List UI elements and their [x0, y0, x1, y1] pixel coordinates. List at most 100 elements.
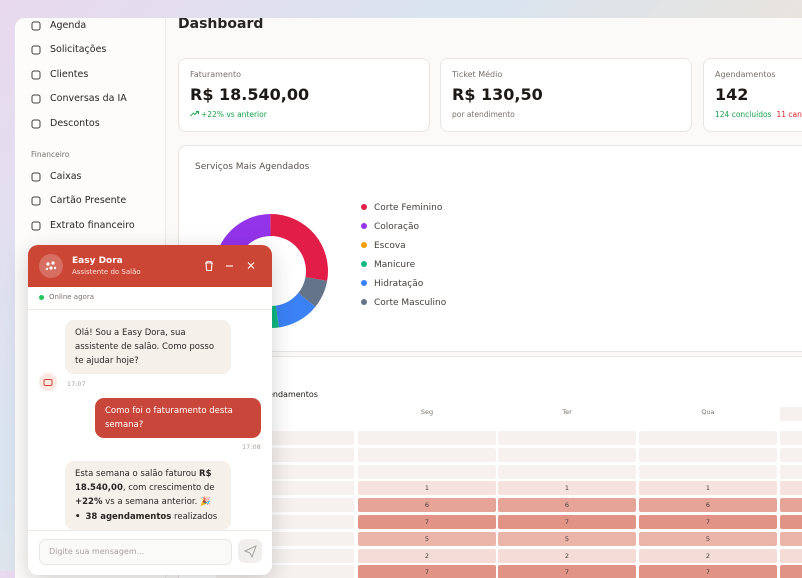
legend-dot	[361, 242, 367, 248]
stat-card: Ticket Médio R$ 130,50 por atendimento	[440, 58, 692, 132]
donut-segment	[275, 292, 316, 328]
menu-icon	[31, 172, 41, 182]
trend-icon	[190, 111, 199, 117]
message-text: vs a semana anterior. 🎉	[102, 497, 211, 507]
heat-cell	[498, 447, 636, 462]
card-note-text: +22% vs anterior	[201, 110, 267, 119]
schedule-title: agendamentos	[258, 390, 318, 399]
heat-cell	[780, 515, 802, 529]
heat-cell	[639, 464, 777, 479]
bot-message: Olá! Sou a Easy Dora, sua assistente de …	[65, 320, 231, 374]
legend-label: Hidratação	[374, 279, 424, 289]
chat-input[interactable]: Digite sua mensagem...	[39, 539, 232, 565]
heat-cell: 5	[498, 531, 636, 546]
donut-segment	[298, 277, 328, 307]
avatar-icon	[45, 261, 57, 271]
icon-shape	[31, 172, 41, 182]
heat-cell	[780, 431, 802, 445]
send-button[interactable]	[238, 539, 262, 563]
chat-widget: Easy Dora Assistente do Salão Online ago…	[28, 245, 272, 575]
menu-icon	[31, 94, 41, 104]
bot-avatar	[39, 373, 57, 391]
heat-cell	[780, 548, 802, 563]
menu-item[interactable]: Solicitações	[50, 44, 107, 55]
user-message: Como foi o faturamento desta semana?	[95, 398, 261, 438]
message-text: +22%	[75, 497, 103, 507]
heat-cell: 5	[639, 531, 777, 546]
heat-cell	[780, 531, 802, 546]
message-time: 17:07	[67, 380, 86, 388]
send-icon	[243, 545, 257, 559]
icon-shape	[31, 94, 41, 104]
heat-cell: 7	[498, 515, 636, 529]
message-text: realizados	[171, 512, 218, 522]
bullet-mark: •	[75, 512, 81, 522]
message-text: , com crescimento de	[122, 483, 215, 493]
services-panel: Serviços Mais Agendados Corte Feminino Co…	[178, 145, 802, 352]
chart-title: Serviços Mais Agendados	[195, 162, 310, 172]
card-label: Agendamentos	[715, 70, 776, 79]
heat-cell: 6	[358, 498, 496, 513]
chat-header: Easy Dora Assistente do Salão	[28, 245, 272, 287]
menu-item[interactable]: Caixas	[50, 171, 82, 182]
bot-icon	[43, 379, 53, 386]
stat-card: Agendamentos 142 124 concluídos 11 cancelad…	[703, 58, 802, 132]
menu-section: Financeiro	[31, 150, 70, 159]
heat-cell: 7	[358, 565, 496, 578]
legend-label: Corte Masculino	[374, 298, 447, 308]
card-note-text: 124 concluídos	[715, 110, 772, 119]
menu-item[interactable]: Cartão Presente	[50, 195, 127, 206]
heat-cell	[780, 464, 802, 479]
messages: Olá! Sou a Easy Dora, sua assistente de …	[28, 310, 272, 530]
card-value: R$ 18.540,00	[190, 85, 310, 104]
chat-name: Easy Dora	[72, 256, 123, 266]
message-bullet: • 38 agendamentos realizados	[75, 510, 221, 524]
chat-input-bar: Digite sua mensagem...	[28, 530, 272, 575]
heat-cell: 7	[358, 515, 496, 529]
menu-item[interactable]: Clientes	[50, 69, 89, 80]
menu-item[interactable]: Extrato financeiro	[50, 220, 135, 231]
chat-role: Assistente do Salão	[72, 268, 141, 276]
legend-label: Escova	[374, 241, 406, 251]
message-text: Esta semana o salão faturou	[75, 469, 200, 479]
schedule-heatmap: agendamentos DomSegTerQua111666777555222…	[179, 357, 802, 578]
card-value: 142	[715, 85, 749, 104]
icon-shape	[31, 196, 41, 206]
menu-icon	[31, 70, 41, 80]
icon-shape	[31, 119, 41, 129]
heat-cell	[639, 431, 777, 445]
heat-cell	[780, 565, 802, 578]
menu-item[interactable]: Descontos	[50, 118, 100, 129]
menu-icon	[31, 45, 41, 55]
menu-item[interactable]: Conversas da IA	[50, 93, 127, 104]
heat-cell: 1	[358, 481, 496, 496]
heat-cell: 2	[358, 548, 496, 563]
chat-avatar	[39, 254, 63, 278]
trend-shape	[190, 111, 199, 117]
status-text: Online agora	[49, 293, 94, 301]
cell	[780, 407, 802, 421]
legend-label: Manicure	[374, 260, 416, 270]
input-placeholder: Digite sua mensagem...	[49, 547, 145, 556]
donut-segment	[270, 214, 328, 281]
card-note-text: 11 cancelados	[776, 110, 802, 119]
legend-label: Corte Feminino	[374, 203, 443, 213]
card-note: 124 concluídos 11 cancelados	[715, 110, 802, 119]
heat-cell	[498, 464, 636, 479]
icon-shape	[31, 45, 41, 55]
heat-cell	[358, 431, 496, 445]
heat-cell: 1	[639, 481, 777, 496]
heat-cell	[780, 447, 802, 462]
heat-cell: 7	[498, 565, 636, 578]
legend-dot	[361, 280, 367, 286]
message-text: Olá! Sou a Easy Dora, sua assistente de …	[75, 328, 215, 366]
message-text: Como foi o faturamento desta semana?	[105, 406, 233, 430]
status-bar: Online agora	[28, 287, 272, 310]
column-header: Qua	[701, 408, 715, 416]
heat-cell: 2	[498, 548, 636, 563]
menu-item[interactable]: Agenda	[50, 20, 87, 31]
chat-controls[interactable]	[202, 259, 262, 273]
icon-shape	[31, 221, 41, 231]
card-note: +22% vs anterior	[190, 110, 267, 119]
